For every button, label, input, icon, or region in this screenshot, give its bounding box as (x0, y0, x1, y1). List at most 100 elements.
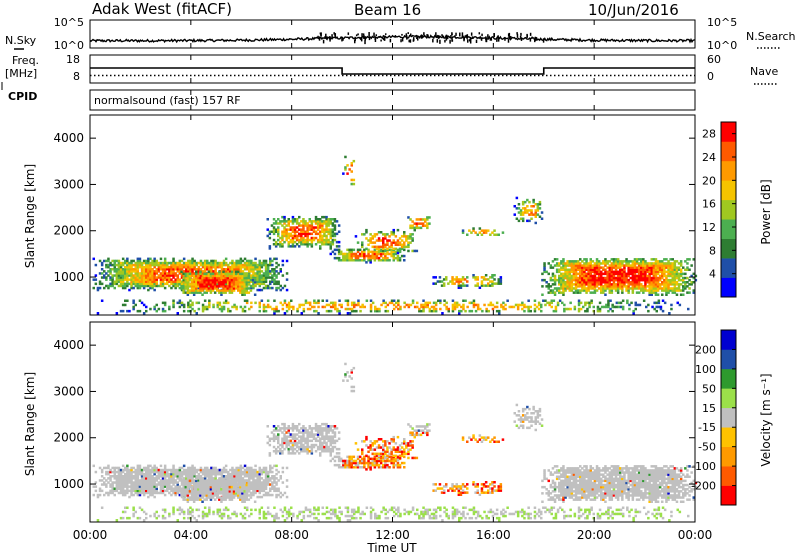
nsky-spike (496, 39, 498, 42)
power-cell (598, 309, 602, 313)
velocity-cell (159, 468, 163, 472)
power-cell (560, 283, 563, 286)
power-cell (568, 278, 571, 282)
power-cell (300, 243, 303, 246)
power-cell (629, 260, 632, 263)
power-cell (109, 282, 112, 286)
power-cell (608, 266, 611, 269)
power-cell (386, 309, 390, 313)
power-cell (176, 270, 179, 273)
power-cell (586, 309, 589, 313)
power-cell (541, 285, 544, 288)
power-cell (558, 289, 561, 292)
velocity-cell (109, 483, 112, 486)
velocity-cell (166, 468, 169, 472)
velocity-cell (117, 491, 121, 495)
power-cell (138, 309, 142, 313)
power-cell (361, 303, 364, 307)
power-cell (316, 224, 320, 227)
power-cell (128, 272, 131, 275)
power-cell (348, 259, 351, 262)
velocity-cell (266, 479, 270, 482)
power-cell (589, 285, 592, 288)
power-cell (530, 211, 533, 214)
power-cell (230, 270, 234, 274)
power-cell (340, 303, 343, 307)
velocity-cell (239, 492, 242, 495)
power-cell (595, 258, 599, 261)
power-cell (363, 305, 366, 309)
power-cell (218, 270, 221, 274)
power-cell (350, 301, 354, 305)
power-cell (462, 305, 465, 309)
power-cell (295, 238, 299, 242)
velocity-cell (254, 483, 257, 486)
power-cell (562, 291, 565, 294)
power-cell (241, 276, 244, 280)
power-cell (688, 278, 691, 282)
power-cell (159, 274, 163, 277)
power-cell (562, 289, 565, 292)
velocity-cell (182, 464, 186, 468)
velocity-cell (138, 470, 142, 474)
power-cell (654, 276, 658, 280)
velocity-cell (121, 468, 125, 472)
velocity-cell (228, 498, 232, 501)
power-cell (419, 218, 423, 221)
power-cell (665, 281, 668, 284)
velocity-cell (281, 481, 285, 484)
power-cell (631, 270, 635, 274)
nsky-spike (409, 39, 412, 43)
power-cell (663, 301, 667, 305)
power-cell (628, 307, 631, 311)
velocity-cell (226, 492, 229, 495)
power-cell (678, 303, 682, 307)
velocity-cell (186, 483, 190, 487)
power-cell (630, 301, 633, 305)
power-cell (168, 274, 171, 277)
power-cell (646, 281, 649, 284)
velocity-cell (195, 475, 198, 478)
power-cell (212, 261, 215, 265)
velocity-cell (182, 489, 186, 493)
power-cell (253, 293, 257, 296)
power-cell (234, 276, 238, 280)
velocity-cell (119, 470, 123, 474)
velocity-cell (197, 481, 200, 485)
power-cell (614, 278, 618, 282)
power-cell (206, 265, 209, 269)
power-cell (346, 259, 349, 262)
velocity-cell (113, 472, 116, 476)
power-cell (348, 248, 351, 252)
power-cell (369, 256, 372, 260)
power-cell (124, 276, 127, 279)
velocity-cell (132, 493, 135, 497)
power-cell (273, 272, 276, 275)
power-cell (590, 301, 593, 305)
velocity-cell (184, 492, 187, 495)
power-cell (224, 272, 227, 276)
power-cell (595, 264, 599, 267)
velocity-cell (92, 485, 95, 488)
power-cell (105, 259, 108, 263)
power-cell (121, 280, 125, 283)
power-cell (308, 238, 311, 242)
power-cell (585, 268, 588, 271)
power-cell (327, 222, 330, 225)
power-cell (665, 283, 668, 286)
power-cell (283, 230, 286, 233)
velocity-cell (149, 491, 152, 495)
power-cell (600, 272, 603, 276)
power-cell (176, 263, 179, 267)
power-cell (394, 252, 398, 256)
power-cell (644, 278, 647, 282)
power-cell (553, 281, 557, 284)
power-cell (637, 268, 641, 271)
power-cell (170, 274, 173, 277)
power-cell (287, 234, 290, 238)
power-cell (574, 268, 578, 271)
power-cell (140, 272, 144, 275)
power-cell (390, 299, 394, 302)
power-cell (132, 274, 135, 277)
velocity-cell (258, 466, 261, 470)
